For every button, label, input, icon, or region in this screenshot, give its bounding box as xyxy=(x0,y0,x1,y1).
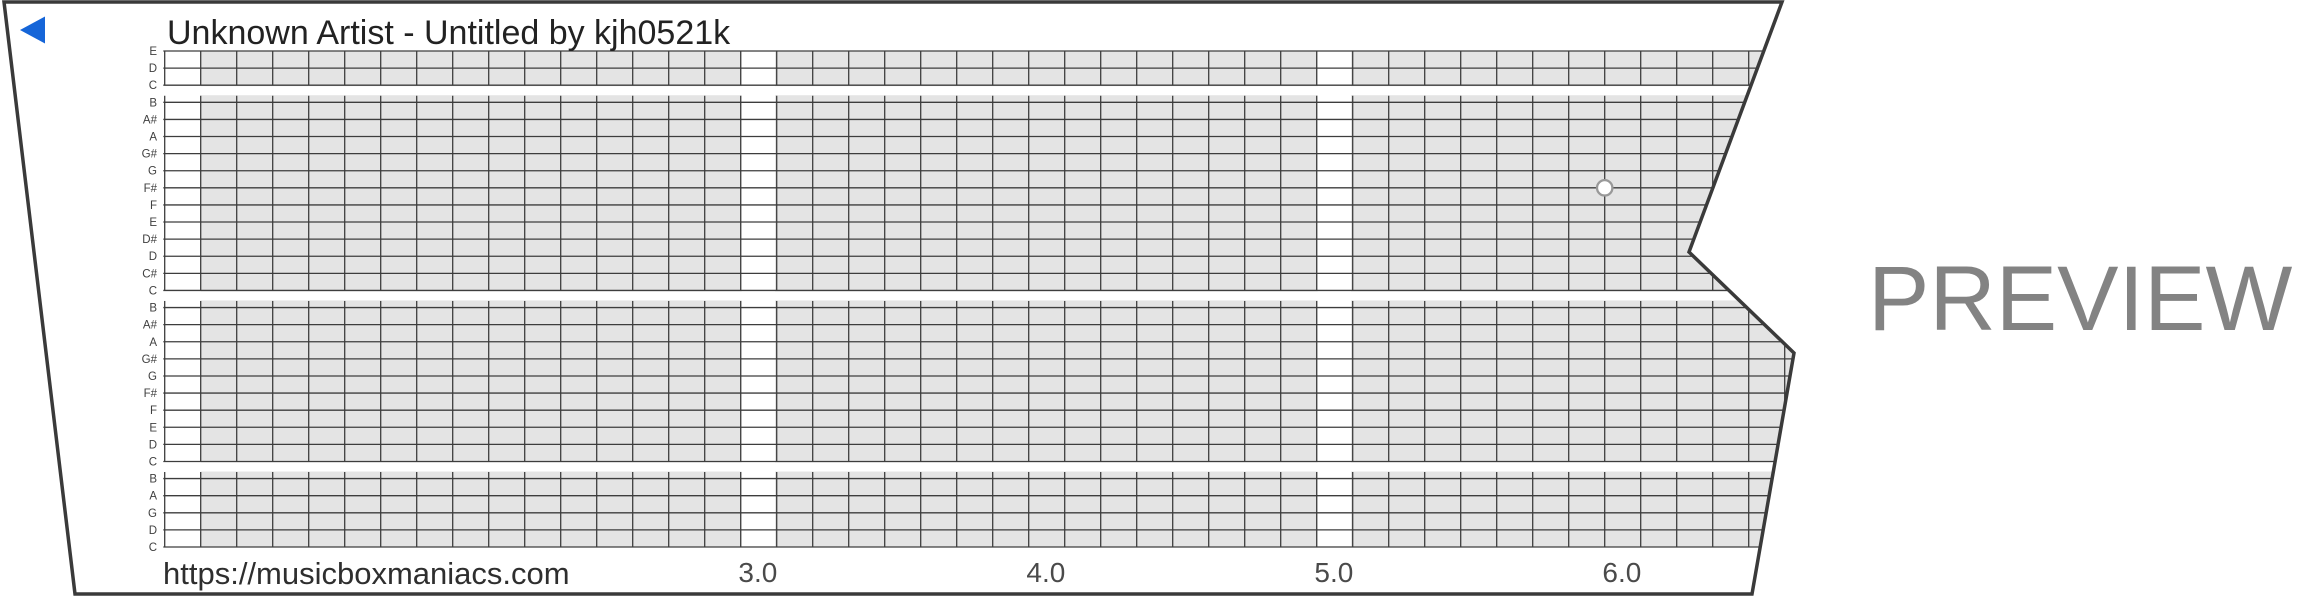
note-label: A xyxy=(149,491,157,503)
grid-row xyxy=(200,341,1794,359)
octave-break-band xyxy=(162,462,1794,472)
grid-row xyxy=(200,170,1794,188)
note-label: D xyxy=(149,439,157,451)
grid-row xyxy=(200,427,1794,445)
note-label: C# xyxy=(142,268,157,280)
grid-row xyxy=(200,204,1794,223)
note-label: G xyxy=(148,166,157,178)
note-label: G# xyxy=(142,149,158,161)
grid-row xyxy=(200,102,1794,120)
grid-row xyxy=(200,273,1794,291)
note-label: G# xyxy=(142,354,158,366)
grid-row xyxy=(200,256,1794,274)
note-label: C xyxy=(149,285,157,297)
strip-grid xyxy=(162,50,1794,548)
grid-row xyxy=(200,512,1794,530)
octave-break-band xyxy=(162,86,1794,96)
grid-row xyxy=(200,239,1794,257)
time-axis: 3.0 4.0 5.0 6.0 xyxy=(738,557,1641,588)
note-label: D# xyxy=(142,234,157,246)
play-marker-icon xyxy=(20,16,45,44)
time-label: 3.0 xyxy=(738,557,777,588)
strip-outline xyxy=(2,0,1796,596)
grid-row xyxy=(200,153,1794,171)
note-label: B xyxy=(149,97,157,109)
grid-row xyxy=(200,393,1794,411)
grid-row xyxy=(200,136,1794,154)
note-label: A# xyxy=(143,114,158,126)
note-label: B xyxy=(149,474,157,486)
note-label: D xyxy=(149,525,157,537)
note-label: F# xyxy=(144,388,158,400)
grid-row xyxy=(200,187,1794,205)
highlight-column xyxy=(741,51,775,547)
grid-row xyxy=(200,478,1794,496)
grid-row xyxy=(200,119,1794,137)
time-label: 6.0 xyxy=(1602,557,1641,588)
note-label: F xyxy=(150,200,157,212)
grid-row xyxy=(200,222,1794,240)
note-label: C xyxy=(149,542,157,554)
note-label: F# xyxy=(144,183,158,195)
grid-row xyxy=(200,324,1794,342)
strip-title: Unknown Artist - Untitled by kjh0521k xyxy=(167,14,731,52)
note-label: E xyxy=(149,422,157,434)
octave-break-band xyxy=(162,291,1794,301)
grid-row xyxy=(200,495,1794,513)
note-label: C xyxy=(149,456,157,468)
grid-row xyxy=(200,529,1794,547)
grid-row xyxy=(200,358,1794,376)
highlight-column xyxy=(1317,51,1351,547)
note-label: D xyxy=(149,251,157,263)
time-label: 5.0 xyxy=(1314,557,1353,588)
grid-row xyxy=(200,375,1794,394)
note-label: A xyxy=(149,337,157,349)
note-label: F xyxy=(150,405,157,417)
note-label: A xyxy=(149,132,157,144)
note-label: G xyxy=(148,508,157,520)
time-label: 4.0 xyxy=(1026,557,1065,588)
note-label: B xyxy=(149,303,157,315)
notes-layer xyxy=(1595,178,1614,197)
note-dot xyxy=(1595,178,1614,197)
grid-row xyxy=(200,444,1794,462)
note-label: C xyxy=(149,80,157,92)
grid-row xyxy=(200,51,1794,69)
note-label: A# xyxy=(143,320,158,332)
grid-row xyxy=(200,307,1794,325)
note-label: E xyxy=(149,46,157,58)
preview-watermark: PREVIEW xyxy=(1868,248,2292,350)
footer-url: https://musicboxmaniacs.com xyxy=(163,556,570,591)
note-label: E xyxy=(149,217,157,229)
note-label: D xyxy=(149,63,157,75)
grid-row xyxy=(200,410,1794,428)
note-label: G xyxy=(148,371,157,383)
grid-row xyxy=(200,68,1794,86)
